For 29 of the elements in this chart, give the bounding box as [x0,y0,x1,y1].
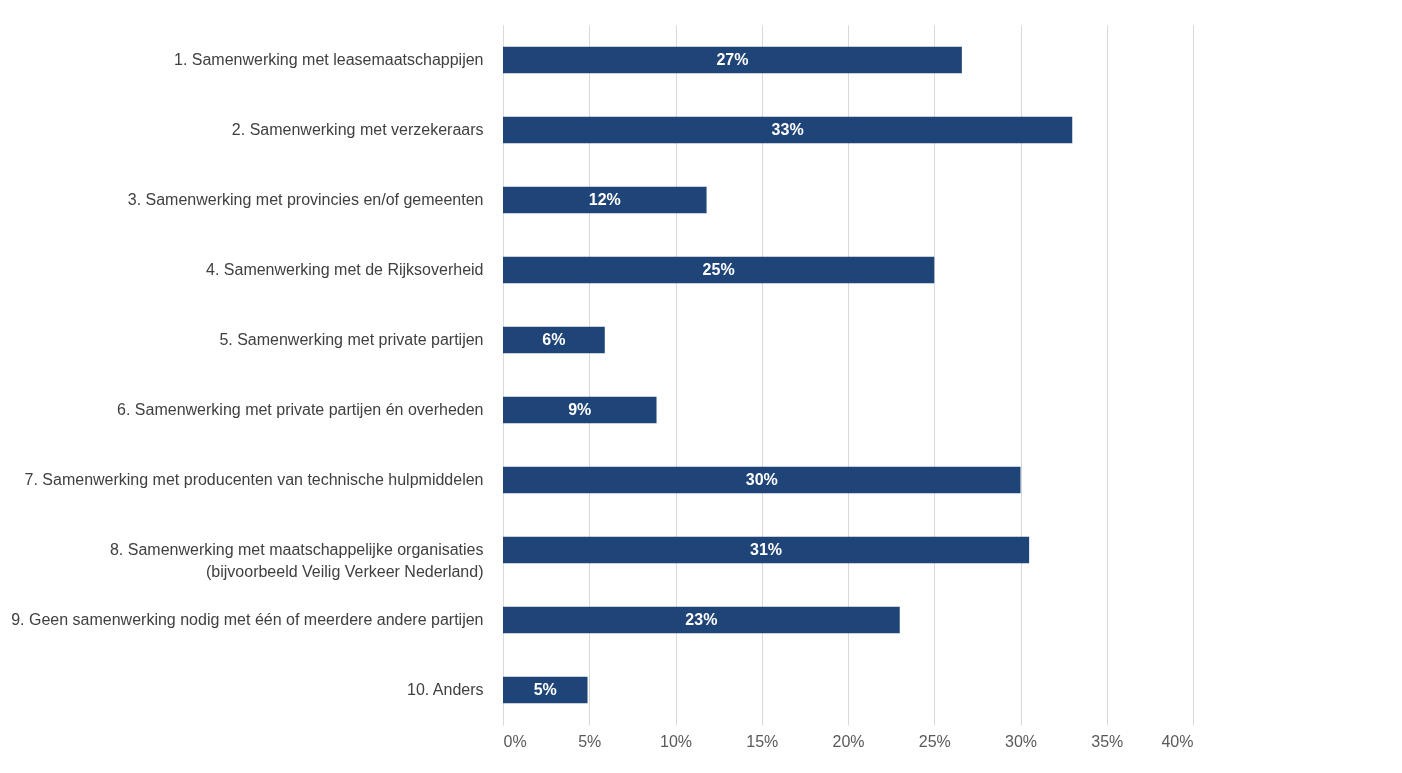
data-label: 5% [533,681,557,698]
data-label: 27% [716,51,749,68]
y-tick-label: 8. Samenwerking met maatschappelijke organisaties (bijvoorbeeld Veilig Verkeer Nederland) [109,541,484,580]
y-tick-label: 1. Samenwerking met leasemaatschappijen [174,51,484,68]
y-tick-label: 2. Samenwerking met verzekeraars [231,121,484,138]
data-label: 30% [745,471,778,488]
x-tick-label: 15% [746,732,779,750]
x-tick-label: 25% [918,732,951,750]
y-tick-label: 3. Samenwerking met provincies en/of gemeenten [127,191,484,208]
x-tick-label: 0% [503,732,527,750]
x-tick-label: 35% [1091,732,1124,750]
data-label: 31% [750,541,783,558]
data-label: 9% [568,401,592,418]
y-tick-label: 4. Samenwerking met de Rijksoverheid [206,261,484,278]
data-label: 23% [685,611,718,628]
y-tick-label: 9. Geen samenwerking nodig met één of meerdere andere partijen [11,611,484,628]
data-label: 25% [702,261,735,278]
y-tick-label: 5. Samenwerking met private partijen [219,331,484,348]
data-label: 12% [588,191,621,208]
x-tick-label: 20% [832,732,865,750]
x-tick-label: 40% [1161,732,1194,750]
x-tick-label: 30% [1004,732,1038,750]
data-label: 33% [771,121,804,138]
x-tick-label: 5% [578,732,602,750]
x-tick-label: 10% [659,732,693,750]
y-tick-label: 10. Anders [407,681,484,698]
data-label: 6% [542,331,566,348]
y-tick-label: 6. Samenwerking met private partijen én overheden [117,401,484,418]
y-tick-label: 7. Samenwerking met producenten van technische hulpmiddelen [24,471,484,488]
